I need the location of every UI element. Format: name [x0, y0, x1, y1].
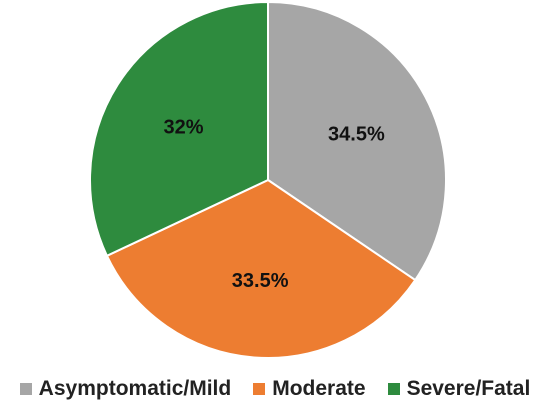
pie-slice-asymptomatic-mild — [267, 0, 447, 282]
slice-label-severe-fatal: 32% — [164, 117, 204, 139]
legend: Asymptomatic/Mild Moderate Severe/Fatal — [0, 377, 550, 401]
legend-item-asymptomatic-mild: Asymptomatic/Mild — [19, 377, 232, 401]
pie-slice-moderate — [105, 178, 417, 359]
legend-label-moderate: Moderate — [272, 377, 366, 400]
legend-swatch-moderate — [253, 383, 266, 395]
pie-plot-area: 34.5% 33.5% 32% — [89, 0, 447, 359]
legend-swatch-severe-fatal — [387, 383, 400, 395]
pie-slice-severe-fatal — [89, 0, 269, 258]
legend-item-severe-fatal: Severe/Fatal — [387, 377, 531, 401]
legend-item-moderate: Moderate — [253, 377, 366, 401]
slice-label-moderate: 33.5% — [232, 270, 289, 292]
slice-label-asymptomatic-mild: 34.5% — [328, 123, 385, 145]
legend-label-asymptomatic-mild: Asymptomatic/Mild — [38, 377, 232, 400]
legend-swatch-asymptomatic-mild — [19, 383, 32, 395]
legend-label-severe-fatal: Severe/Fatal — [406, 377, 531, 400]
